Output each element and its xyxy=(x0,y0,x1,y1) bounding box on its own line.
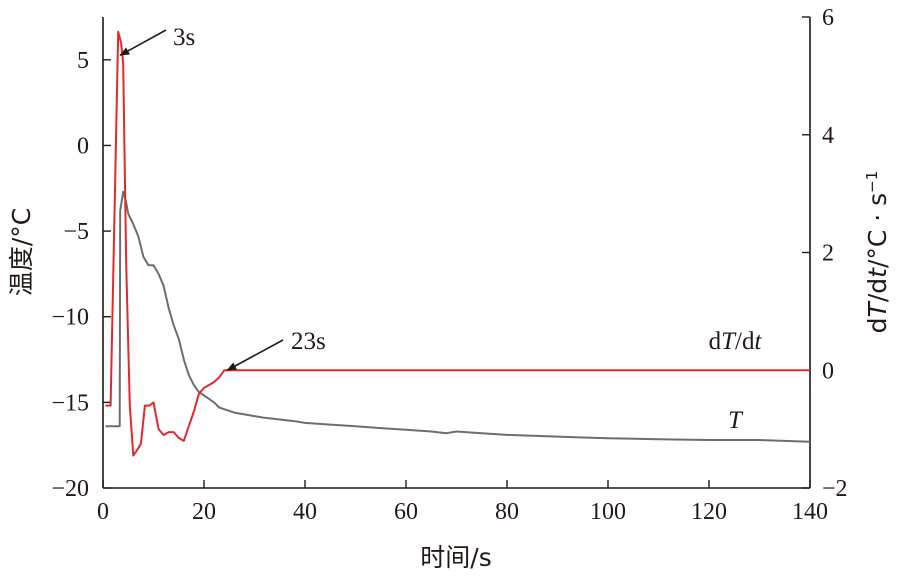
right-y-tick-label: 6 xyxy=(822,5,834,31)
left-y-tick-label: −10 xyxy=(51,305,89,331)
x-tick-label: 20 xyxy=(192,499,216,525)
left-y-tick-label: −5 xyxy=(63,219,89,245)
annotation-label: 23s xyxy=(291,328,326,355)
right-y-tick-label: 4 xyxy=(822,123,834,149)
x-tick-label: 140 xyxy=(792,499,828,525)
series-dTdt-line xyxy=(105,30,810,457)
x-tick-label: 120 xyxy=(691,499,727,525)
right-y-tick-label: −2 xyxy=(822,476,848,502)
annotation-label: 3s xyxy=(173,24,195,51)
right-y-axis-title: dT/dt/°C · s−1 xyxy=(863,171,892,334)
annotation-arrow xyxy=(226,339,284,371)
x-axis-title: 时间/s xyxy=(420,543,491,572)
plot-frame xyxy=(102,17,811,489)
left-y-axis-title: 温度/°C xyxy=(7,208,36,296)
series-label: T xyxy=(728,407,744,434)
x-tick-label: 40 xyxy=(293,499,317,525)
series-label: dT/dt xyxy=(709,328,763,355)
x-tick-label: 60 xyxy=(394,499,418,525)
left-y-tick-label: −15 xyxy=(51,390,89,416)
right-y-tick-label: 0 xyxy=(822,358,834,384)
left-y-tick-label: −20 xyxy=(51,476,89,502)
right-y-tick-label: 2 xyxy=(822,241,834,267)
series-T-line xyxy=(105,190,811,443)
annotation-group: 3s 23s xyxy=(119,24,326,371)
x-tick-label: 0 xyxy=(97,499,109,525)
left-y-tick-label: 0 xyxy=(77,133,89,159)
x-tick-label: 100 xyxy=(590,499,626,525)
annotation-arrow xyxy=(119,29,167,56)
x-tick-label: 80 xyxy=(495,499,519,525)
left-y-tick-label: 5 xyxy=(77,48,89,74)
series-group: TdT/dt xyxy=(105,30,811,457)
